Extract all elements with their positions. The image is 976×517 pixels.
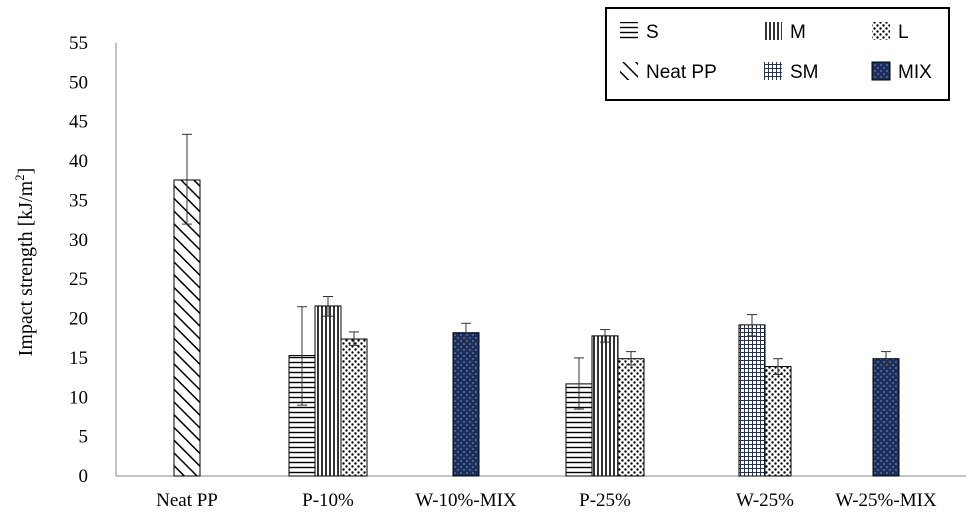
bar-p-10pct-m [314,305,342,477]
category-labels: Neat PP P-10% W-10%-MIX P-25% W-25% W-25%-MIX [156,490,937,511]
error-bar-p-10pct-m [323,296,333,317]
y-tick-label-35: 35 [69,190,88,211]
error-bar-p-25pct-l [626,351,636,366]
legend-item-neat-pp: Neat PP [620,62,717,83]
y-tick-label-20: 20 [69,309,88,330]
error-bar-p-25pct-m [600,329,610,343]
error-bar-w-10pct-mix-mix [461,322,471,343]
bars-group [173,179,900,477]
bar-w-25pct-mix-mix [872,358,900,477]
legend-label-mix: MIX [898,62,932,83]
y-tick-label-0: 0 [79,466,89,487]
error-bar-w-25pct-l [773,358,783,375]
legend-item-s: S [620,22,659,43]
legend-swatch-m [764,22,782,40]
error-bar-p-25pct-s [574,357,584,410]
error-bars-group [182,133,891,410]
category-label-w-25pct-mix: W-25%-MIX [835,490,937,511]
legend-label-l: L [898,22,909,43]
error-bar-p-10pct-s [297,306,307,406]
legend-label-sm: SM [790,62,819,83]
bar-p-25pct-m [591,335,619,477]
legend-swatch-sm [764,62,782,80]
y-tick-label-40: 40 [69,151,88,172]
y-tick-label-30: 30 [69,230,88,251]
y-tick-label-25: 25 [69,269,88,290]
legend-item-sm: SM [764,62,819,83]
bar-neat-pp-neat-pp [173,179,201,477]
error-bar-p-10pct-l [349,331,359,346]
y-tick-label-50: 50 [69,72,88,93]
bar-w-25pct-sm [738,324,766,477]
legend-item-m: M [764,22,806,43]
legend-swatch-neat-pp [620,62,638,80]
bar-w-10pct-mix-mix [452,332,480,477]
legend-label-m: M [790,22,806,43]
category-label-p-10pct: P-10% [302,490,354,511]
legend-item-mix: MIX [871,61,932,83]
error-bar-w-25pct-sm [747,314,757,337]
legend-label-s: S [646,22,659,43]
error-bar-neat-pp-neat-pp [182,133,192,225]
y-tick-label-45: 45 [69,112,88,133]
y-tick-label-55: 55 [69,33,88,54]
y-tick-label-5: 5 [79,427,89,448]
y-tick-labels: 0 5 10 15 20 25 30 35 40 45 50 55 [69,33,88,487]
legend-swatch-l [872,22,890,40]
legend-item-l: L [872,22,909,43]
legend-swatch-mix [871,61,891,81]
y-tick-label-15: 15 [69,348,88,369]
category-label-neat-pp: Neat PP [156,490,218,511]
category-label-w-25pct: W-25% [736,490,794,511]
bar-w-25pct-l [764,366,792,477]
y-axis-label: Impact strength [kJ/m2] [12,168,37,357]
error-bar-w-25pct-mix-mix [881,351,891,367]
legend-swatch-s [620,22,638,40]
bar-p-25pct-l [617,358,645,477]
y-tick-label-10: 10 [69,387,88,408]
category-label-p-25pct: P-25% [579,490,631,511]
legend-label-neat-pp: Neat PP [646,62,717,83]
category-label-w-10pct-mix: W-10%-MIX [415,490,517,511]
bar-p-10pct-l [340,338,368,477]
